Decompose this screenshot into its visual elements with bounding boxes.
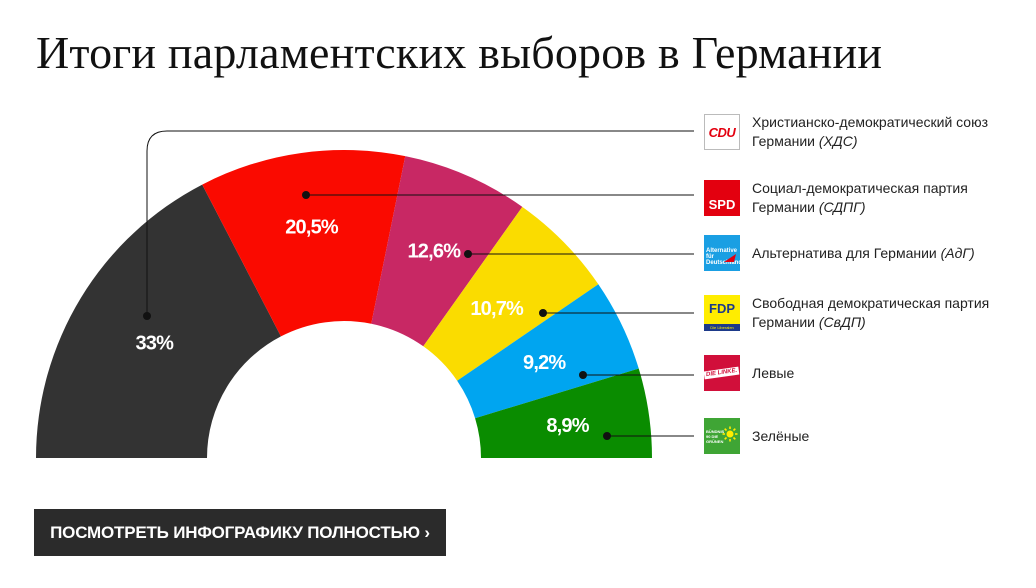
- page-title: Итоги парламентских выборов в Германии: [36, 27, 883, 78]
- greens-logo-icon: BÜNDNIS 90 DIE GRÜNEN: [704, 418, 740, 454]
- afd-logo-icon: Alternative für Deutschland: [704, 235, 740, 271]
- legend-abbr: (СвДП): [818, 314, 866, 330]
- legend-label: Свободная демократическая партия Германи…: [752, 295, 990, 330]
- leader-dot-linke: [464, 250, 472, 258]
- legend-item-greens: BÜNDNIS 90 DIE GRÜNEN Зелёные: [704, 418, 992, 454]
- legend-item-spd: SPD Социал-демократическая партия Герман…: [704, 179, 992, 217]
- legend-label: Зелёные: [752, 427, 810, 444]
- slice-label-fdp: 10,7%: [470, 298, 524, 320]
- slice-label-cdu: 33%: [135, 333, 174, 355]
- legend-label: Левые: [752, 364, 795, 381]
- slice-afd: [457, 284, 639, 419]
- slice-spd: [202, 150, 406, 337]
- legend-abbr: (СДПГ): [818, 199, 866, 215]
- legend-label: Социал-демократическая партия Германии: [752, 180, 968, 215]
- leader-dot-cdu: [143, 312, 151, 320]
- slice-fdp: [423, 206, 599, 381]
- leader-dot-spd: [302, 191, 310, 199]
- fdp-logo-icon: FDP Die Liberalen: [704, 295, 740, 331]
- slice-label-greens: 8,9%: [546, 415, 589, 437]
- legend-item-fdp: FDP Die Liberalen Свободная демократичес…: [704, 294, 992, 332]
- legend-label: Альтернатива для Германии: [752, 244, 937, 261]
- legend-abbr: (АдГ): [940, 244, 975, 261]
- slice-label-afd: 9,2%: [523, 352, 566, 374]
- leader-dot-greens: [603, 432, 611, 440]
- legend-abbr: (ХДС): [818, 133, 858, 149]
- legend-item-afd: Alternative für Deutschland Альтернатива…: [704, 235, 992, 271]
- legend-item-cdu: CDU Христианско-демократический союз Гер…: [704, 113, 992, 151]
- slice-cdu: [36, 184, 281, 459]
- slice-label-linke: 12,6%: [407, 241, 461, 263]
- leader-dot-afd: [579, 371, 587, 379]
- slice-label-spd: 20,5%: [285, 216, 339, 238]
- legend-item-linke: DIE LINKE. Левые: [704, 355, 992, 391]
- cdu-logo-icon: CDU: [704, 114, 740, 150]
- leader-dot-fdp: [539, 309, 547, 317]
- linke-logo-icon: DIE LINKE.: [704, 355, 740, 391]
- slice-linke: [371, 156, 523, 347]
- view-full-infographic-button[interactable]: ПОСМОТРЕТЬ ИНФОГРАФИКУ ПОЛНОСТЬЮ ›: [34, 509, 446, 556]
- legend-label: Христианско-демократический союз Германи…: [752, 114, 989, 149]
- leader-line-cdu: [146, 130, 694, 316]
- spd-logo-icon: SPD: [704, 180, 740, 216]
